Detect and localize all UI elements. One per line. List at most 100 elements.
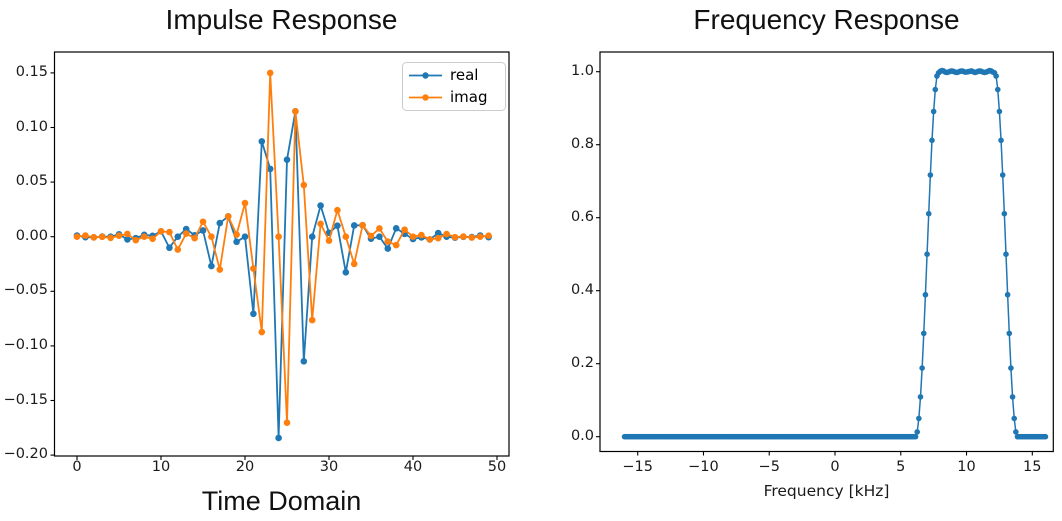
- series-marker-real: [376, 233, 383, 240]
- series-marker-imag: [166, 228, 173, 236]
- time-domain-xlabel: Time Domain: [201, 486, 362, 516]
- series-marker-imag: [199, 218, 207, 226]
- x-tick-label: 10: [957, 459, 976, 475]
- series-marker-magnitude: [1003, 251, 1009, 257]
- series-marker-magnitude: [1042, 433, 1049, 440]
- x-tick-label: 0: [72, 459, 82, 475]
- series-marker-real: [300, 358, 308, 365]
- series-marker-imag: [98, 233, 106, 241]
- frequency-response-title: Frequency Response: [693, 4, 960, 35]
- series-marker-imag: [258, 328, 266, 336]
- series-marker-imag: [468, 234, 476, 241]
- x-tick-label: 30: [319, 459, 339, 475]
- x-tick-label: 40: [403, 459, 423, 475]
- series-marker-imag: [434, 234, 442, 242]
- series-marker-imag: [149, 235, 156, 243]
- series-marker-magnitude: [994, 86, 1001, 93]
- series-marker-imag: [241, 199, 249, 207]
- series-marker-real: [216, 219, 224, 227]
- series-marker-magnitude: [919, 365, 925, 371]
- series-marker-real: [258, 138, 266, 145]
- series-marker-imag: [283, 419, 291, 426]
- series-marker-imag: [342, 233, 350, 240]
- series-marker-real: [317, 202, 324, 209]
- series-marker-magnitude: [996, 108, 1003, 115]
- series-marker-real: [283, 156, 291, 164]
- series-marker-imag: [174, 246, 182, 253]
- series-marker-imag: [82, 232, 89, 239]
- x-tick-label: 10: [151, 459, 171, 475]
- legend-marker-real: [422, 72, 429, 79]
- y-tick-label: 1.0: [570, 62, 594, 79]
- y-tick-label: 0.8: [570, 135, 594, 152]
- series-marker-imag: [107, 234, 114, 242]
- series-marker-imag: [359, 221, 366, 229]
- y-tick-label: 0.10: [15, 118, 48, 135]
- series-marker-imag: [384, 238, 392, 245]
- y-tick-label: 0.15: [15, 63, 48, 80]
- series-marker-imag: [90, 234, 98, 241]
- y-tick-label: 0.2: [570, 354, 594, 371]
- x-tick-label: −10: [688, 459, 719, 475]
- series-marker-real: [308, 233, 316, 240]
- x-tick-label: 5: [896, 459, 906, 475]
- y-tick-label: −0.15: [3, 391, 48, 408]
- series-marker-magnitude: [932, 86, 939, 93]
- series-marker-imag: [325, 237, 333, 244]
- series-marker-magnitude: [1006, 330, 1013, 337]
- series-marker-real: [342, 269, 350, 276]
- y-tick-label: 0.6: [570, 208, 594, 225]
- series-marker-imag: [334, 206, 341, 214]
- series-marker-real: [434, 229, 442, 237]
- series-marker-imag: [350, 260, 358, 268]
- series-marker-imag: [132, 236, 140, 244]
- series-marker-magnitude: [912, 433, 919, 440]
- series-marker-imag: [418, 231, 425, 239]
- series-marker-imag: [208, 233, 215, 240]
- series-marker-magnitude: [993, 73, 999, 79]
- y-tick-label: 0.4: [570, 281, 594, 298]
- series-marker-real: [275, 434, 282, 442]
- y-tick-label: −0.10: [3, 336, 48, 353]
- series-marker-imag: [266, 69, 274, 77]
- series-marker-magnitude: [1011, 415, 1018, 422]
- series-line-real: [76, 110, 489, 439]
- series-marker-imag: [460, 233, 467, 240]
- series-marker-imag: [485, 232, 492, 240]
- x-tick-label: 15: [1023, 459, 1042, 475]
- series-marker-magnitude: [922, 291, 929, 298]
- series-marker-magnitude: [925, 210, 932, 217]
- series-marker-magnitude: [1001, 210, 1008, 217]
- series-marker-imag: [115, 232, 123, 240]
- series-marker-magnitude: [1009, 394, 1016, 400]
- series-marker-imag: [275, 233, 282, 240]
- series-marker-imag: [191, 234, 198, 242]
- series-marker-imag: [124, 230, 131, 238]
- series-marker-real: [384, 245, 392, 252]
- series-marker-imag: [224, 213, 232, 220]
- series-marker-imag: [376, 225, 383, 232]
- series-marker-imag: [216, 266, 224, 273]
- plot-frame: [599, 51, 1054, 453]
- series-marker-magnitude: [1004, 291, 1011, 298]
- x-tick-label: 20: [235, 459, 255, 475]
- series-marker-imag: [426, 236, 434, 243]
- series-marker-imag: [401, 226, 408, 234]
- series-marker-magnitude: [927, 172, 934, 178]
- series-marker-imag: [317, 220, 324, 228]
- series-marker-real: [166, 244, 173, 252]
- series-line-imag: [76, 72, 489, 424]
- series-marker-magnitude: [914, 429, 921, 435]
- series-marker-magnitude: [1013, 429, 1019, 435]
- series-marker-real: [334, 222, 341, 229]
- series-marker-magnitude: [924, 251, 930, 257]
- series-line-magnitude: [624, 69, 1046, 438]
- series-marker-imag: [367, 232, 375, 240]
- series-marker-real: [241, 233, 249, 240]
- series-marker-real: [233, 238, 240, 246]
- series-marker-imag: [300, 181, 308, 189]
- series-marker-imag: [233, 231, 240, 238]
- series-marker-real: [208, 262, 215, 270]
